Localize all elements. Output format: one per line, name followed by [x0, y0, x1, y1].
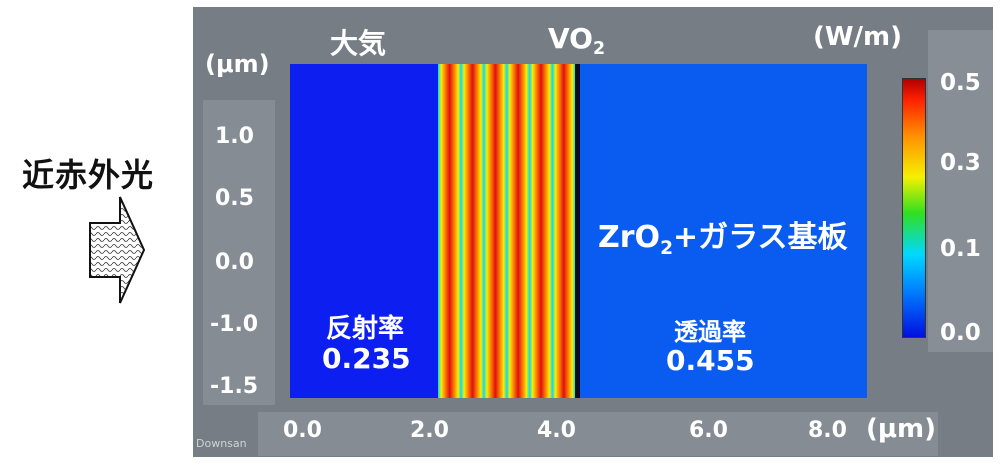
reflectance-value: 0.235	[322, 342, 411, 375]
vo2-standing-wave	[438, 64, 576, 398]
vo2-label: VO2	[548, 22, 606, 60]
field-stripe	[460, 64, 485, 398]
x-tick: 4.0	[537, 418, 576, 443]
watermark: Downsan	[196, 437, 247, 450]
colorbar-tick: 0.3	[940, 150, 981, 176]
y-axis-unit: (μm)	[205, 50, 270, 78]
y-tick: -1.5	[210, 374, 259, 399]
incident-light-label: 近赤外光	[22, 156, 155, 194]
reflectance-label: 反射率	[326, 314, 405, 344]
substrate-label: ZrO2+ガラス基板	[598, 220, 848, 259]
field-stripe	[438, 64, 462, 398]
y-tick: 0.0	[215, 250, 254, 275]
field-plot	[290, 64, 867, 398]
x-tick: 2.0	[410, 418, 449, 443]
x-tick: 6.0	[689, 418, 728, 443]
x-axis-unit: (μm)	[866, 414, 936, 444]
interface-line	[575, 64, 580, 398]
substrate-region	[580, 64, 867, 398]
y-tick: -1.0	[210, 312, 259, 337]
field-stripe	[552, 64, 576, 398]
panel-left-axis-block	[203, 100, 275, 405]
panel-bottom-axis-block	[258, 412, 938, 456]
colorbar-unit-label: (W/m)	[813, 22, 903, 52]
x-tick: 0.0	[283, 418, 322, 443]
incident-arrow-icon	[89, 196, 146, 304]
colorbar-tick: 0.0	[940, 320, 981, 346]
transmittance-label: 透過率	[674, 318, 746, 346]
colorbar	[902, 78, 926, 338]
colorbar-tick: 0.5	[940, 70, 981, 96]
colorbar-tick: 0.1	[940, 236, 981, 262]
field-stripe	[483, 64, 507, 398]
field-stripe	[529, 64, 553, 398]
y-tick: 0.5	[215, 186, 254, 211]
field-stripe	[506, 64, 530, 398]
x-tick: 8.0	[808, 418, 847, 443]
transmittance-value: 0.455	[666, 344, 755, 377]
panel-right-notch	[928, 30, 993, 352]
y-tick: 1.0	[215, 124, 254, 149]
air-label: 大気	[330, 27, 387, 60]
air-region	[290, 64, 438, 398]
